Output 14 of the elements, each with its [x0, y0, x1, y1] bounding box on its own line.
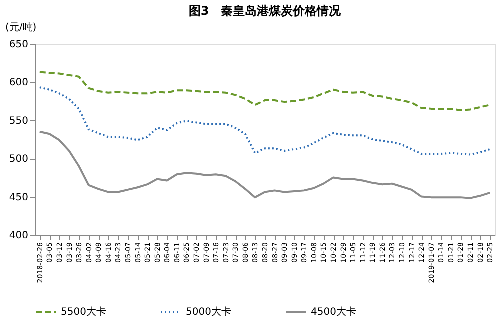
y-tick-label: 650 — [9, 40, 28, 50]
line-series — [38, 86, 492, 156]
legend-label: 5500大卡 — [61, 306, 106, 318]
legend-label: 4500大卡 — [311, 306, 356, 318]
line-series — [38, 130, 492, 200]
y-tick-label: 600 — [9, 78, 28, 89]
y-tick-label: 500 — [9, 154, 28, 166]
y-tick-label: 400 — [9, 230, 28, 242]
y-axis-title: (元/吨) — [6, 22, 37, 34]
chart-title: 图3 秦皇岛港煤炭价格情况 — [188, 4, 342, 18]
line-series — [38, 71, 492, 112]
legend-label: 5000大卡 — [186, 306, 232, 318]
y-tick-label: 450 — [9, 192, 28, 204]
y-tick-label: 550 — [9, 116, 28, 127]
